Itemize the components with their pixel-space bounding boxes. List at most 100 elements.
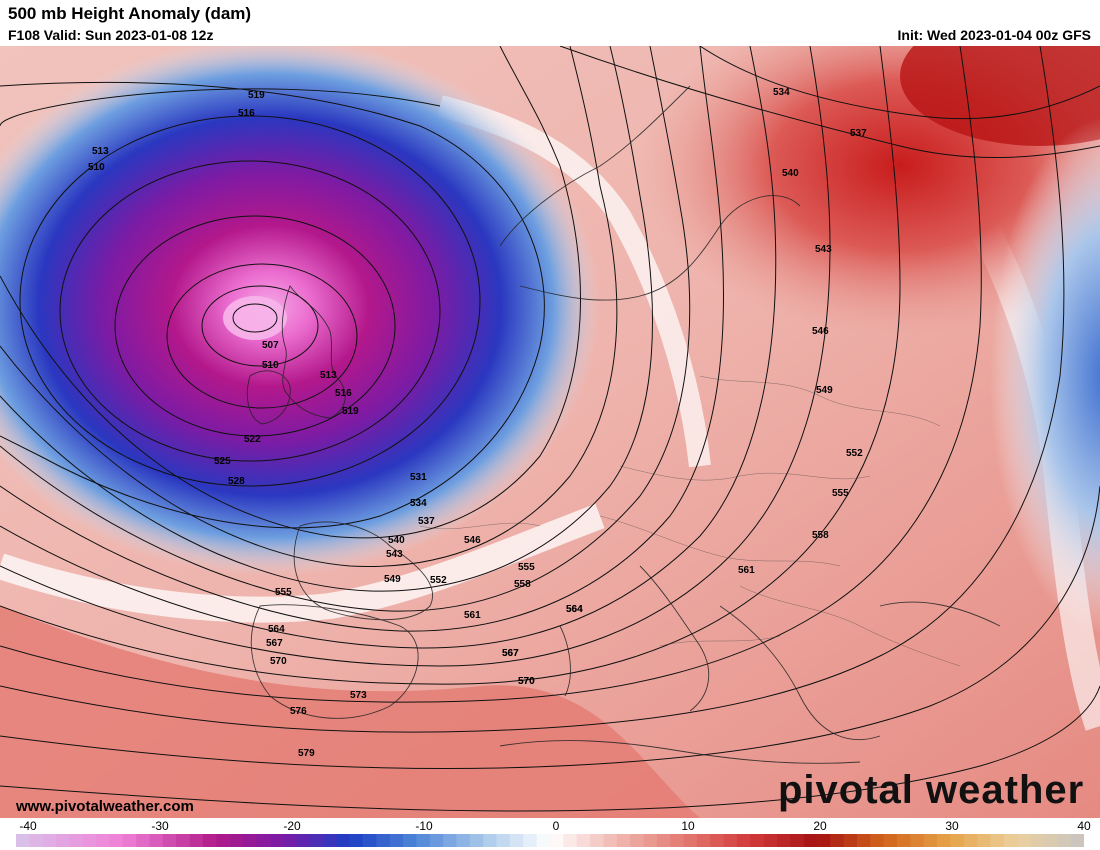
colorbar-cell [1043, 834, 1058, 847]
colorbar-cell [803, 834, 818, 847]
contour-label: 579 [298, 748, 315, 759]
contour-label: 549 [384, 574, 401, 585]
colorbar-cell [42, 834, 57, 847]
contour-label: 543 [386, 549, 403, 560]
colorbar-cell [509, 834, 524, 847]
colorbar-cell [710, 834, 724, 847]
contour-label: 543 [815, 244, 832, 255]
colorbar-cell [109, 834, 124, 847]
colorbar-cell [523, 834, 537, 847]
colorbar-cell [242, 834, 257, 847]
colorbar-cell [136, 834, 150, 847]
colorbar-cell [776, 834, 791, 847]
colorbar-cell [656, 834, 671, 847]
colorbar-cell [643, 834, 658, 847]
contour-label: 516 [238, 108, 255, 119]
colorbar-cell [69, 834, 84, 847]
colorbar-cell [429, 834, 444, 847]
colorbar-tick-label: 0 [552, 819, 560, 833]
contour-label: 576 [290, 706, 307, 717]
contour-label: 567 [502, 648, 519, 659]
colorbar-cell [870, 834, 885, 847]
colorbar-tick-label: -20 [283, 819, 301, 833]
colorbar-cell [603, 834, 618, 847]
contour-label: 540 [782, 168, 799, 179]
colorbar-cell [590, 834, 604, 847]
colorbar-cell [16, 834, 30, 847]
colorbar-cell [990, 834, 1005, 847]
colorbar-cell [937, 834, 951, 847]
anomaly-map: 519 516 513 510 507 510 513 516 519 522 … [0, 46, 1100, 818]
contour-label: 558 [514, 579, 531, 590]
colorbar-cell [817, 834, 831, 847]
contour-label: 510 [262, 360, 279, 371]
contour-label: 558 [812, 530, 829, 541]
colorbar-cell [416, 834, 431, 847]
colorbar-cell [857, 834, 871, 847]
contour-label: 516 [335, 388, 352, 399]
colorbar-cell [1003, 834, 1018, 847]
website-credit: www.pivotalweather.com [16, 798, 194, 815]
borders [419, 375, 961, 667]
contour-label: 573 [350, 690, 367, 701]
colorbar-tick-label: 30 [945, 819, 959, 833]
brand-logo: pivotal weather [778, 768, 1085, 812]
colorbar-tick-label: -40 [19, 819, 37, 833]
colorbar-cell [923, 834, 938, 847]
colorbar-cell [336, 834, 351, 847]
colorbar-cell [162, 834, 177, 847]
colorbar-cell [883, 834, 898, 847]
colorbar-cell [736, 834, 751, 847]
map-title: 500 mb Height Anomaly (dam) [8, 4, 252, 23]
map-canvas: 519 516 513 510 507 510 513 516 519 522 … [0, 46, 1100, 818]
colorbar-cell [496, 834, 511, 847]
colorbar-cell [616, 834, 631, 847]
colorbar-cell [763, 834, 778, 847]
contour-label: 567 [266, 638, 283, 649]
colorbar-cell [843, 834, 858, 847]
colorbar-cell [349, 834, 364, 847]
colorbar-cell [309, 834, 324, 847]
contour-label: 561 [738, 565, 755, 576]
contour-label: 546 [812, 326, 829, 337]
colorbar-cell [977, 834, 991, 847]
init-time: Init: Wed 2023-01-04 00z GFS [897, 27, 1091, 43]
contour-label: 564 [268, 624, 285, 635]
contour-label: 534 [410, 498, 427, 509]
contour-label: 552 [430, 575, 447, 586]
contour-label: 522 [244, 434, 261, 445]
colorbar-cell [1030, 834, 1045, 847]
colorbar-cell [469, 834, 484, 847]
colorbar-cell [96, 834, 110, 847]
contour-label: 549 [816, 385, 833, 396]
contour-label: 567 [502, 648, 519, 659]
height-contours [0, 46, 1100, 812]
colorbar-cell [1057, 834, 1071, 847]
contour-label: 513 [92, 146, 109, 157]
colorbar-cell [630, 834, 644, 847]
colorbar-cell [790, 834, 804, 847]
colorbar-cell [550, 834, 564, 847]
valid-time: F108 Valid: Sun 2023-01-08 12z [8, 27, 214, 43]
contour-label: 570 [518, 676, 535, 687]
colorbar-tick-label: 40 [1077, 819, 1091, 833]
colorbar-cell [576, 834, 591, 847]
colorbar-cell [963, 834, 978, 847]
contour-label: 546 [464, 535, 481, 546]
contour-label: 555 [832, 488, 849, 499]
colorbar-cell [536, 834, 551, 847]
colorbar-tick-label: -30 [151, 819, 169, 833]
contour-label: 570 [518, 676, 535, 687]
contour-labels: 519 516 513 510 507 510 513 516 519 522 … [88, 87, 867, 759]
colorbar-cell [910, 834, 925, 847]
colorbar-tick-label: 10 [681, 819, 695, 833]
colorbar-cell [950, 834, 965, 847]
contour-label: 552 [846, 448, 863, 459]
colorbar-cell [1070, 834, 1084, 847]
colorbar-cell [323, 834, 337, 847]
colorbar-tick-label: 20 [813, 819, 827, 833]
contour-label: 570 [270, 656, 287, 667]
colorbar-cell [189, 834, 204, 847]
colorbar-cell [216, 834, 230, 847]
colorbar-cell [122, 834, 137, 847]
